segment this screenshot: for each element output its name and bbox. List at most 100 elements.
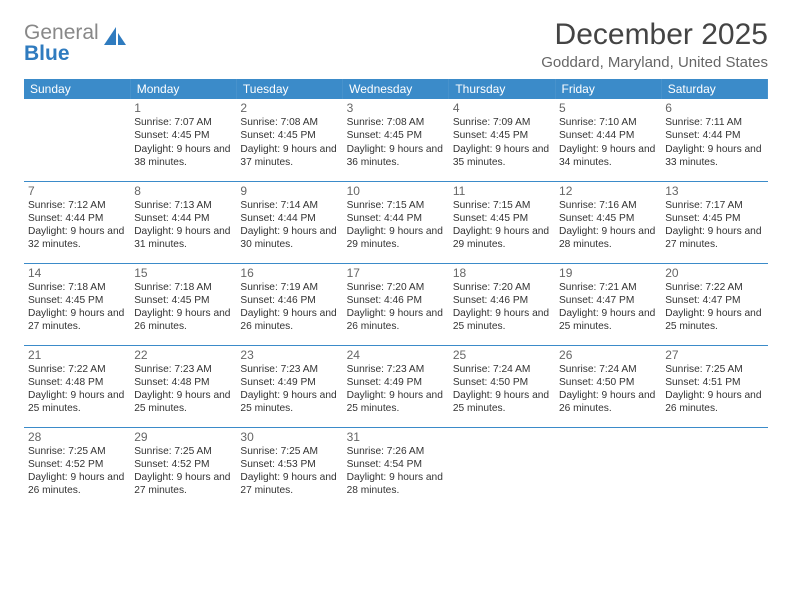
sunset-line: Sunset: 4:52 PM [28, 458, 126, 471]
sunset-line: Sunset: 4:45 PM [453, 212, 551, 225]
sunrise-line: Sunrise: 7:15 AM [347, 199, 445, 212]
calendar-cell: 19Sunrise: 7:21 AMSunset: 4:47 PMDayligh… [555, 263, 661, 345]
sunset-line: Sunset: 4:45 PM [28, 294, 126, 307]
day-number: 31 [347, 430, 445, 444]
sunrise-line: Sunrise: 7:25 AM [28, 445, 126, 458]
logo-word-blue: Blue [24, 42, 70, 65]
day-number: 3 [347, 101, 445, 115]
day-details: Sunrise: 7:20 AMSunset: 4:46 PMDaylight:… [347, 281, 445, 334]
daylight-line: Daylight: 9 hours and 37 minutes. [240, 143, 338, 170]
daylight-line: Daylight: 9 hours and 31 minutes. [134, 225, 232, 252]
day-details: Sunrise: 7:12 AMSunset: 4:44 PMDaylight:… [28, 199, 126, 252]
day-number: 29 [134, 430, 232, 444]
day-details: Sunrise: 7:18 AMSunset: 4:45 PMDaylight:… [28, 281, 126, 334]
day-number: 14 [28, 266, 126, 280]
day-number: 30 [240, 430, 338, 444]
day-number: 25 [453, 348, 551, 362]
daylight-line: Daylight: 9 hours and 30 minutes. [240, 225, 338, 252]
day-details: Sunrise: 7:08 AMSunset: 4:45 PMDaylight:… [240, 116, 338, 169]
calendar-body: 1Sunrise: 7:07 AMSunset: 4:45 PMDaylight… [24, 99, 768, 509]
day-details: Sunrise: 7:10 AMSunset: 4:44 PMDaylight:… [559, 116, 657, 169]
day-details: Sunrise: 7:26 AMSunset: 4:54 PMDaylight:… [347, 445, 445, 498]
sunset-line: Sunset: 4:54 PM [347, 458, 445, 471]
day-number: 15 [134, 266, 232, 280]
sunset-line: Sunset: 4:45 PM [453, 129, 551, 142]
day-details: Sunrise: 7:11 AMSunset: 4:44 PMDaylight:… [665, 116, 763, 169]
sunrise-line: Sunrise: 7:17 AM [665, 199, 763, 212]
sunrise-line: Sunrise: 7:25 AM [134, 445, 232, 458]
calendar-week-row: 14Sunrise: 7:18 AMSunset: 4:45 PMDayligh… [24, 263, 768, 345]
sunrise-line: Sunrise: 7:22 AM [665, 281, 763, 294]
sunset-line: Sunset: 4:44 PM [665, 129, 763, 142]
sunset-line: Sunset: 4:51 PM [665, 376, 763, 389]
calendar-cell: 31Sunrise: 7:26 AMSunset: 4:54 PMDayligh… [343, 427, 449, 509]
sunrise-line: Sunrise: 7:08 AM [240, 116, 338, 129]
sunrise-line: Sunrise: 7:14 AM [240, 199, 338, 212]
daylight-line: Daylight: 9 hours and 29 minutes. [347, 225, 445, 252]
day-details: Sunrise: 7:19 AMSunset: 4:46 PMDaylight:… [240, 281, 338, 334]
day-details: Sunrise: 7:09 AMSunset: 4:45 PMDaylight:… [453, 116, 551, 169]
sunrise-line: Sunrise: 7:13 AM [134, 199, 232, 212]
calendar-cell: 20Sunrise: 7:22 AMSunset: 4:47 PMDayligh… [661, 263, 767, 345]
sunset-line: Sunset: 4:45 PM [559, 212, 657, 225]
sunset-line: Sunset: 4:46 PM [347, 294, 445, 307]
calendar-cell-empty [24, 99, 130, 181]
sunrise-line: Sunrise: 7:23 AM [240, 363, 338, 376]
day-number: 10 [347, 184, 445, 198]
logo-word-general: General [24, 21, 99, 44]
daylight-line: Daylight: 9 hours and 25 minutes. [453, 389, 551, 416]
sunset-line: Sunset: 4:47 PM [665, 294, 763, 307]
page: General Blue December 2025 Goddard, Mary… [0, 0, 792, 527]
day-details: Sunrise: 7:15 AMSunset: 4:44 PMDaylight:… [347, 199, 445, 252]
sunset-line: Sunset: 4:44 PM [347, 212, 445, 225]
sunrise-line: Sunrise: 7:20 AM [347, 281, 445, 294]
day-number: 7 [28, 184, 126, 198]
sunset-line: Sunset: 4:45 PM [240, 129, 338, 142]
day-number: 1 [134, 101, 232, 115]
daylight-line: Daylight: 9 hours and 27 minutes. [240, 471, 338, 498]
calendar-cell: 11Sunrise: 7:15 AMSunset: 4:45 PMDayligh… [449, 181, 555, 263]
calendar-cell: 12Sunrise: 7:16 AMSunset: 4:45 PMDayligh… [555, 181, 661, 263]
day-number: 8 [134, 184, 232, 198]
sunset-line: Sunset: 4:46 PM [453, 294, 551, 307]
sunset-line: Sunset: 4:48 PM [28, 376, 126, 389]
day-number: 5 [559, 101, 657, 115]
daylight-line: Daylight: 9 hours and 33 minutes. [665, 143, 763, 170]
day-number: 4 [453, 101, 551, 115]
calendar-cell: 9Sunrise: 7:14 AMSunset: 4:44 PMDaylight… [236, 181, 342, 263]
sunset-line: Sunset: 4:48 PM [134, 376, 232, 389]
weekday-header: Saturday [661, 79, 767, 99]
calendar-cell: 3Sunrise: 7:08 AMSunset: 4:45 PMDaylight… [343, 99, 449, 181]
sunset-line: Sunset: 4:44 PM [28, 212, 126, 225]
sunrise-line: Sunrise: 7:11 AM [665, 116, 763, 129]
day-details: Sunrise: 7:23 AMSunset: 4:49 PMDaylight:… [240, 363, 338, 416]
daylight-line: Daylight: 9 hours and 26 minutes. [240, 307, 338, 334]
weekday-header: Thursday [449, 79, 555, 99]
calendar-cell: 23Sunrise: 7:23 AMSunset: 4:49 PMDayligh… [236, 345, 342, 427]
day-details: Sunrise: 7:24 AMSunset: 4:50 PMDaylight:… [453, 363, 551, 416]
day-details: Sunrise: 7:25 AMSunset: 4:51 PMDaylight:… [665, 363, 763, 416]
calendar-cell: 8Sunrise: 7:13 AMSunset: 4:44 PMDaylight… [130, 181, 236, 263]
location: Goddard, Maryland, United States [541, 54, 768, 71]
sunrise-line: Sunrise: 7:07 AM [134, 116, 232, 129]
day-number: 19 [559, 266, 657, 280]
calendar-week-row: 28Sunrise: 7:25 AMSunset: 4:52 PMDayligh… [24, 427, 768, 509]
sunrise-line: Sunrise: 7:09 AM [453, 116, 551, 129]
sunrise-line: Sunrise: 7:10 AM [559, 116, 657, 129]
calendar-cell: 1Sunrise: 7:07 AMSunset: 4:45 PMDaylight… [130, 99, 236, 181]
sunset-line: Sunset: 4:45 PM [347, 129, 445, 142]
day-details: Sunrise: 7:25 AMSunset: 4:52 PMDaylight:… [28, 445, 126, 498]
daylight-line: Daylight: 9 hours and 34 minutes. [559, 143, 657, 170]
day-details: Sunrise: 7:07 AMSunset: 4:45 PMDaylight:… [134, 116, 232, 169]
day-details: Sunrise: 7:21 AMSunset: 4:47 PMDaylight:… [559, 281, 657, 334]
calendar-cell: 27Sunrise: 7:25 AMSunset: 4:51 PMDayligh… [661, 345, 767, 427]
day-number: 20 [665, 266, 763, 280]
day-number: 13 [665, 184, 763, 198]
sunrise-line: Sunrise: 7:16 AM [559, 199, 657, 212]
logo: General Blue [24, 22, 128, 64]
calendar-header-row: SundayMondayTuesdayWednesdayThursdayFrid… [24, 79, 768, 99]
day-details: Sunrise: 7:20 AMSunset: 4:46 PMDaylight:… [453, 281, 551, 334]
sunrise-line: Sunrise: 7:23 AM [347, 363, 445, 376]
day-number: 2 [240, 101, 338, 115]
day-number: 21 [28, 348, 126, 362]
